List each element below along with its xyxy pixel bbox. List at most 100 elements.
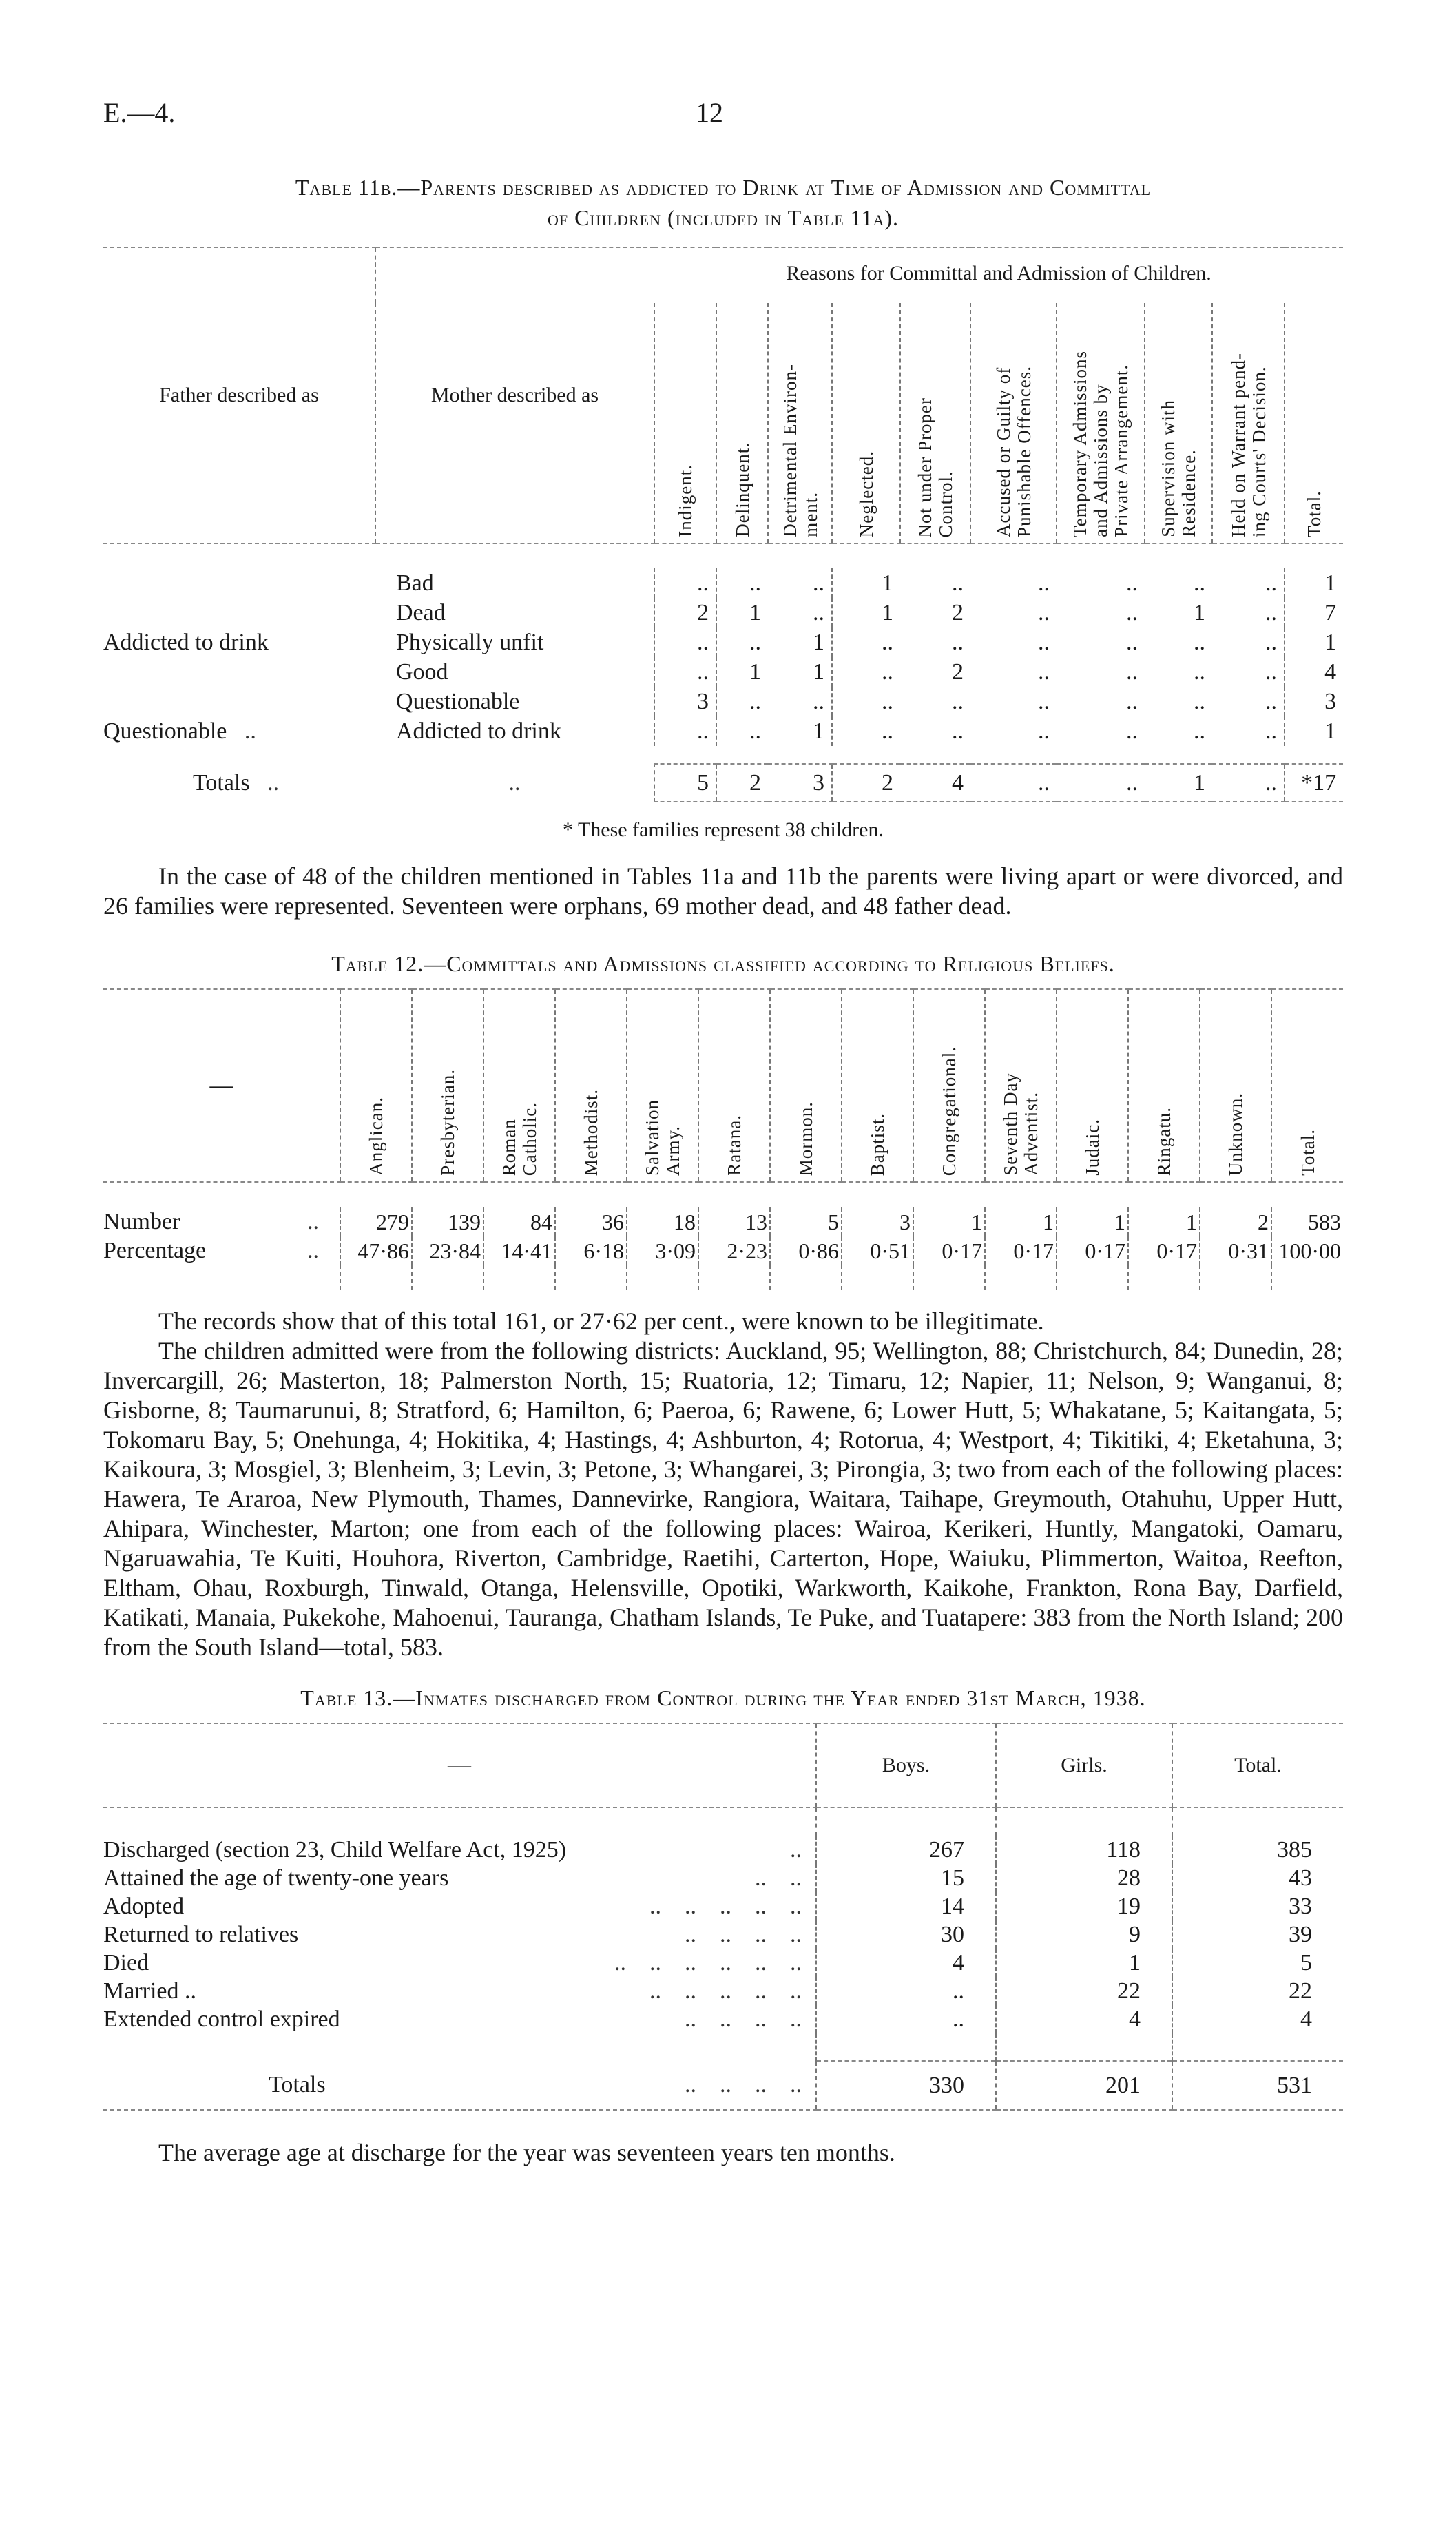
column-header-label: Temporary Admissions and Admissions by P… <box>1070 351 1132 537</box>
value-cell: 1 <box>1056 1207 1128 1236</box>
value-cell: 139 <box>411 1207 483 1236</box>
value-cell: .. <box>1126 599 1138 625</box>
column-header-label: Unknown. <box>1225 1092 1246 1176</box>
column-header: Ratana. <box>698 988 770 1183</box>
row-label-text: Returned to relatives <box>103 1921 299 1947</box>
value-cell: 0·17 <box>913 1236 985 1265</box>
column-header-label: Ringatu. <box>1154 1106 1174 1176</box>
spacer-row <box>103 1807 1343 1836</box>
value-cell: .. <box>1265 570 1277 596</box>
table-13: — Boys. Girls. Total. Discharged (section 23… <box>103 1723 1343 2111</box>
value-cell: 1 <box>716 657 768 687</box>
value-cell: .. <box>1265 718 1277 744</box>
column-header: Girls. <box>995 1723 1172 1808</box>
column-header: Unknown. <box>1199 988 1271 1183</box>
totals-value: 330 <box>815 2060 996 2111</box>
value-cell: .. <box>831 657 900 687</box>
leader-dots: .. <box>790 1836 802 1863</box>
table-row: Attained the age of twenty-one years .. .… <box>103 1864 1343 1892</box>
column-header: Accused or Guilty of Punishable Offences… <box>970 303 1057 544</box>
table-row: Questionable .. Addicted to drink.... 1...… <box>103 716 1344 746</box>
value-cell: 15 <box>815 1864 996 1892</box>
value-cell: 3 <box>1283 687 1344 716</box>
leader-dots: .. .. .. .. <box>685 1921 802 1947</box>
totals-value: 201 <box>995 2060 1172 2111</box>
value-cell: .. <box>1126 718 1138 744</box>
value-cell: 1 <box>716 598 768 628</box>
father-label: Addicted to drink <box>103 630 269 655</box>
row-label: Married .. .. .. .. .. .. <box>103 1977 816 2005</box>
column-header: Methodist. <box>554 988 627 1183</box>
column-header-label: Baptist. <box>867 1112 888 1176</box>
totals-value: *17 <box>1283 763 1344 802</box>
value-cell: .. <box>716 687 768 716</box>
spacer <box>103 1807 816 1836</box>
page-content: E.—4. 12 Table 11b.—Parents described as… <box>103 96 1344 2168</box>
leader-dots: .. .. <box>755 1865 802 1891</box>
value-cell: 1 <box>1283 628 1344 657</box>
table-row: Questionable 3................ 3 <box>103 687 1344 716</box>
value-cell: 4 <box>995 2005 1172 2033</box>
spacer <box>841 1265 913 1290</box>
column-header: Salvation Army. <box>626 988 698 1183</box>
value-cell: 385 <box>1172 1836 1343 1864</box>
value-cell: 14 <box>815 1892 996 1920</box>
row-label: Number.. <box>103 1207 340 1236</box>
row-label: Adopted .. .. .. .. .. <box>103 1892 816 1920</box>
row-label: Attained the age of twenty-one years .. .… <box>103 1864 816 1892</box>
column-header-label: Detrimental Environ- ment. <box>779 364 821 537</box>
value-cell: .. <box>1265 659 1277 685</box>
row-label-text: Died <box>103 1949 149 1976</box>
column-header: Presbyterian. <box>411 988 483 1183</box>
totals-value: 2 <box>831 763 900 802</box>
leader-dots: .. .. .. .. .. <box>649 1978 802 2004</box>
value-cell: .. <box>716 568 768 598</box>
totals-mother-cell: .. <box>508 769 521 796</box>
father-cell <box>103 657 375 687</box>
stub-header: — <box>103 1723 816 1808</box>
value-cell: 1 <box>831 598 900 628</box>
spacer <box>698 1265 770 1290</box>
value-cell: 7 <box>1283 598 1344 628</box>
value-cell: 13 <box>698 1207 770 1236</box>
value-cell: .. <box>1126 688 1138 714</box>
mother-cell: Bad <box>396 570 434 596</box>
spacer <box>995 2033 1172 2061</box>
spacer <box>815 1807 996 1836</box>
value-cell: .. <box>831 628 900 657</box>
row-label-text: Married .. <box>103 1978 197 2004</box>
value-cell: .. <box>654 657 716 687</box>
leader-dots: .. .. .. .. .. <box>649 1893 802 1919</box>
table-row: Dead 2 1.. 1 2.... 1.. 7 <box>103 598 1344 628</box>
value-cell: 118 <box>995 1836 1172 1864</box>
value-cell: .. <box>654 716 716 746</box>
totals-label: Totals .. .. .. .. <box>103 2061 816 2111</box>
column-header-label: Anglican. <box>366 1097 386 1176</box>
value-cell: .. <box>1265 688 1277 714</box>
value-cell: .. <box>716 716 768 746</box>
header-row: — Boys. Girls. Total. <box>103 1723 1343 1808</box>
column-header-label: Total. <box>1304 490 1325 537</box>
value-cell: .. <box>952 629 964 655</box>
mother-header: Mother described as <box>375 247 654 544</box>
value-cell: 267 <box>815 1836 996 1864</box>
row-label: Extended control expired .. .. .. .. <box>103 2005 816 2033</box>
spacer <box>103 2033 816 2061</box>
column-header: Detrimental Environ- ment. <box>767 303 832 544</box>
value-cell: 0·17 <box>1056 1236 1128 1265</box>
row-label-text: Attained the age of twenty-one years <box>103 1865 449 1891</box>
column-header: Temporary Admissions and Admissions by P… <box>1056 303 1145 544</box>
value-cell: 0·31 <box>1199 1236 1271 1265</box>
page-number: 12 <box>696 97 723 128</box>
value-cell: 39 <box>1172 1920 1343 1949</box>
value-cell: 0·17 <box>1127 1236 1200 1265</box>
spacer <box>1127 1265 1200 1290</box>
father-cell: Questionable .. <box>103 716 375 746</box>
spacer-row <box>103 2033 1343 2061</box>
value-cell: 3 <box>841 1207 913 1236</box>
table-12-title: Table 12.—Committals and Admissions clas… <box>331 951 1115 976</box>
spacer <box>913 1265 985 1290</box>
column-header-label: Roman Catholic. <box>499 1101 540 1176</box>
table-row: Bad...... 1.......... 1 <box>103 568 1344 598</box>
value-cell: .. <box>1038 629 1050 655</box>
